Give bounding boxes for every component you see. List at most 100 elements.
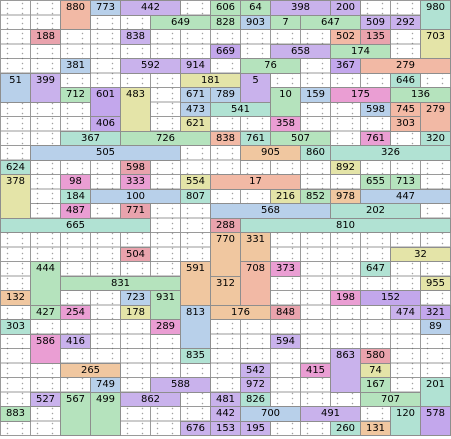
number-block[interactable]: 74: [360, 362, 391, 378]
number-block[interactable]: 159: [300, 87, 331, 103]
number-block[interactable]: 303: [390, 116, 421, 132]
number-block[interactable]: 671: [180, 87, 211, 103]
number-block[interactable]: 647: [360, 261, 391, 277]
number-block[interactable]: 399: [30, 72, 61, 103]
number-block[interactable]: 658: [270, 43, 331, 59]
number-block[interactable]: 507: [270, 130, 331, 146]
number-block[interactable]: 76: [240, 58, 301, 74]
number-block[interactable]: 828: [210, 14, 241, 30]
number-block[interactable]: 598: [120, 159, 151, 175]
number-block[interactable]: 542: [240, 362, 271, 378]
number-block[interactable]: 838: [210, 130, 241, 146]
number-block[interactable]: 367: [60, 130, 121, 146]
number-block[interactable]: 826: [240, 391, 271, 407]
number-block[interactable]: 427: [30, 304, 61, 320]
number-block[interactable]: 167: [360, 377, 391, 393]
number-block[interactable]: 292: [390, 14, 421, 30]
number-block[interactable]: 723: [120, 290, 151, 306]
number-block[interactable]: 195: [240, 420, 271, 436]
number-block[interactable]: 647: [300, 14, 361, 30]
number-block[interactable]: 713: [390, 174, 421, 190]
number-block[interactable]: 32: [390, 246, 451, 262]
number-block[interactable]: 481: [210, 391, 241, 407]
number-block[interactable]: 381: [60, 58, 91, 74]
number-block[interactable]: 320: [420, 130, 451, 146]
number-block[interactable]: 892: [330, 159, 361, 175]
number-block[interactable]: 676: [180, 420, 211, 436]
number-block[interactable]: 51: [0, 72, 31, 103]
number-block[interactable]: 200: [330, 0, 361, 16]
number-block[interactable]: 761: [360, 130, 391, 146]
number-block[interactable]: 665: [0, 217, 151, 233]
number-block[interactable]: 810: [240, 217, 451, 233]
number-block[interactable]: 312: [210, 275, 241, 306]
number-block[interactable]: 216: [270, 188, 301, 204]
number-block[interactable]: 621: [180, 116, 211, 132]
number-block[interactable]: 98: [60, 174, 91, 190]
number-block[interactable]: 568: [210, 203, 331, 219]
number-block[interactable]: 860: [300, 145, 331, 161]
number-block[interactable]: 176: [210, 304, 271, 320]
number-block[interactable]: 135: [360, 29, 391, 45]
number-block[interactable]: 502: [330, 29, 361, 45]
number-block[interactable]: 442: [120, 0, 181, 16]
number-block[interactable]: 594: [270, 333, 301, 349]
number-block[interactable]: 807: [180, 188, 211, 204]
number-block[interactable]: 279: [420, 101, 451, 132]
number-block[interactable]: 848: [270, 304, 301, 320]
number-block[interactable]: 279: [360, 58, 451, 74]
number-block[interactable]: 905: [240, 145, 301, 161]
number-block[interactable]: 655: [360, 174, 391, 190]
number-block[interactable]: 509: [360, 14, 391, 30]
number-block[interactable]: 761: [240, 130, 271, 146]
number-block[interactable]: 289: [150, 319, 181, 335]
number-block[interactable]: 580: [360, 348, 391, 364]
number-block[interactable]: 586: [30, 333, 61, 364]
number-block[interactable]: 100: [90, 188, 181, 204]
number-block[interactable]: 606: [210, 0, 241, 16]
number-block[interactable]: 578: [420, 406, 451, 436]
number-block[interactable]: 198: [330, 290, 361, 306]
number-block[interactable]: 527: [30, 391, 61, 407]
number-block[interactable]: 254: [60, 304, 91, 320]
number-block[interactable]: 588: [150, 377, 211, 393]
number-block[interactable]: 749: [90, 377, 121, 393]
number-block[interactable]: 378: [0, 174, 31, 219]
number-block[interactable]: 931: [150, 290, 181, 320]
number-block[interactable]: 202: [330, 203, 421, 219]
number-block[interactable]: 474: [390, 304, 421, 320]
number-block[interactable]: 972: [240, 377, 271, 393]
number-block[interactable]: 260: [330, 420, 361, 436]
number-block[interactable]: 505: [30, 145, 181, 161]
number-block[interactable]: 321: [420, 304, 451, 320]
number-block[interactable]: 175: [330, 87, 391, 103]
number-block[interactable]: 442: [210, 406, 241, 422]
number-block[interactable]: 415: [300, 362, 331, 378]
number-block[interactable]: 903: [240, 14, 271, 30]
number-block[interactable]: 174: [330, 43, 391, 59]
number-block[interactable]: 136: [390, 87, 451, 103]
number-block[interactable]: 541: [210, 101, 271, 117]
number-block[interactable]: 773: [90, 0, 121, 16]
number-block[interactable]: 880: [60, 0, 91, 30]
number-block[interactable]: 331: [240, 232, 271, 262]
number-block[interactable]: 703: [420, 29, 451, 59]
number-block[interactable]: 373: [270, 261, 301, 277]
number-block[interactable]: 10: [270, 87, 301, 117]
number-block[interactable]: 862: [120, 391, 181, 407]
number-block[interactable]: 131: [360, 420, 391, 436]
number-block[interactable]: 491: [300, 406, 361, 422]
number-block[interactable]: 601: [90, 87, 121, 117]
number-block[interactable]: 333: [120, 174, 151, 190]
number-block[interactable]: 708: [240, 261, 271, 306]
number-block[interactable]: 980: [420, 0, 451, 30]
number-block[interactable]: 700: [240, 406, 301, 422]
number-block[interactable]: 712: [60, 87, 91, 103]
number-block[interactable]: 473: [180, 101, 211, 117]
number-block[interactable]: 649: [150, 14, 211, 30]
number-block[interactable]: 789: [210, 87, 241, 103]
number-block[interactable]: 726: [120, 130, 211, 146]
number-block[interactable]: 181: [180, 72, 241, 88]
number-block[interactable]: 89: [420, 319, 451, 335]
